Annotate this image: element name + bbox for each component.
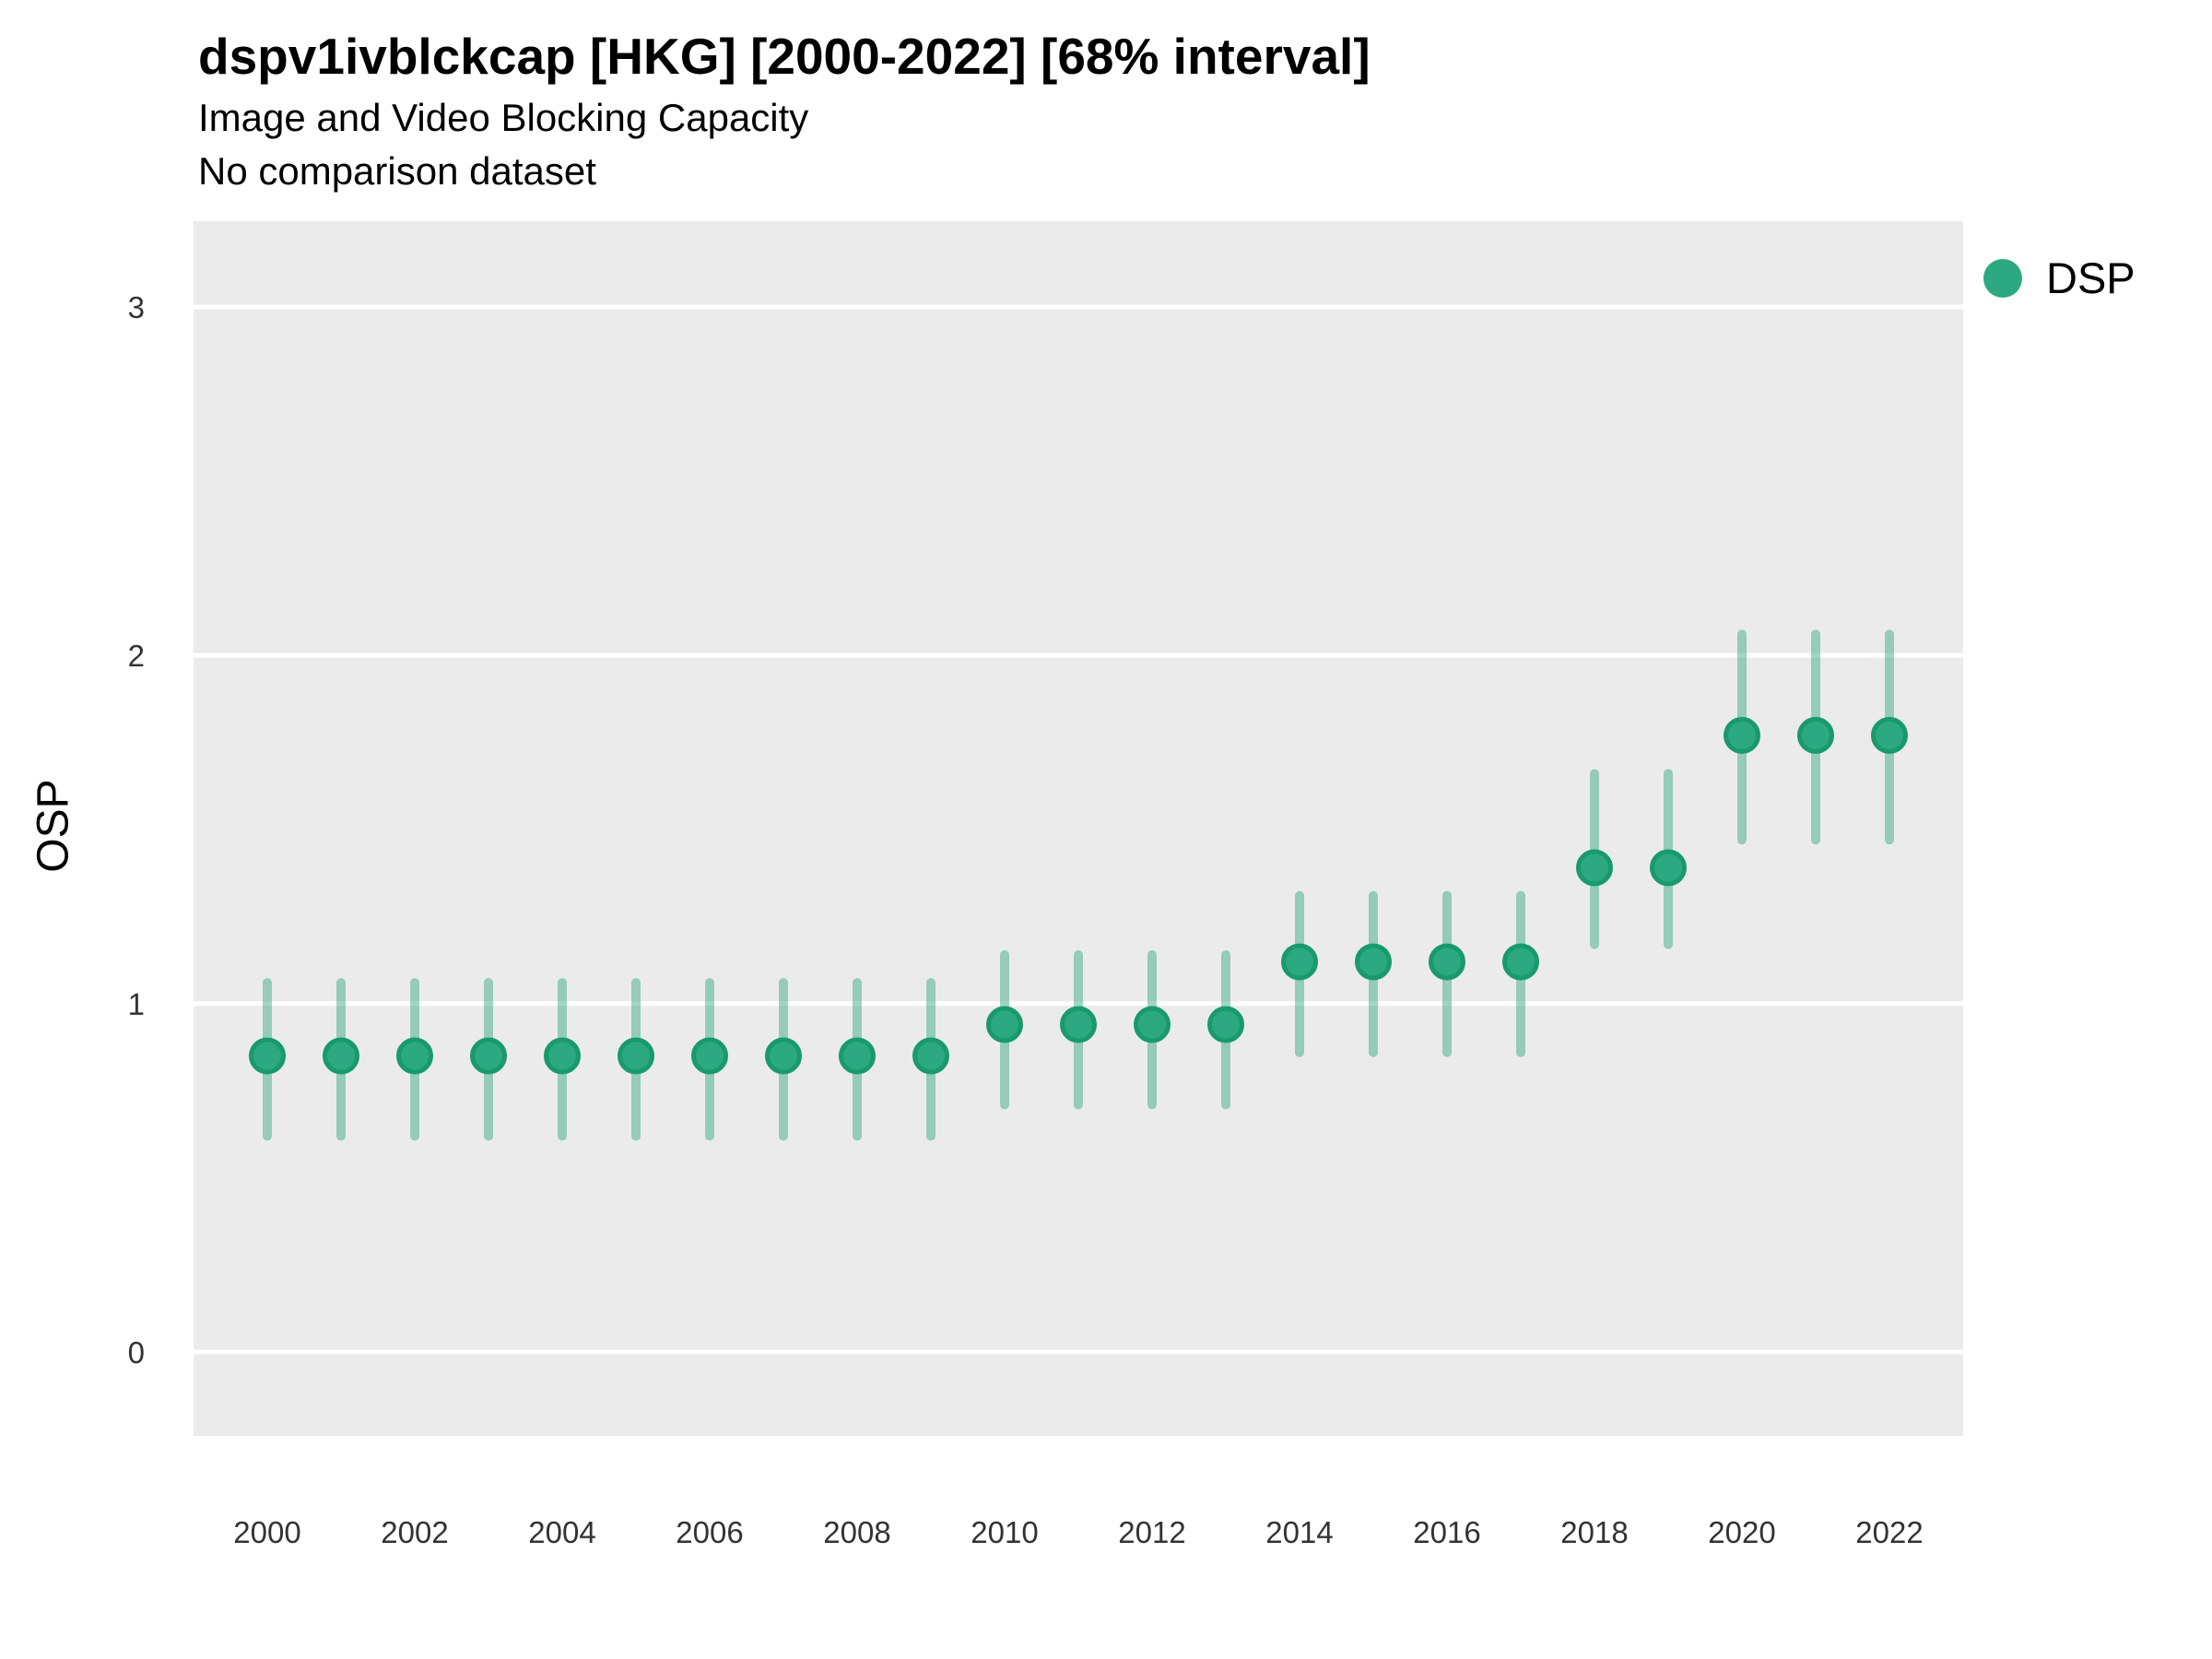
pointrange-2010[interactable] — [986, 950, 1023, 1110]
x-tick-label: 2004 — [528, 1515, 595, 1549]
chart-note: No comparison dataset — [198, 149, 596, 194]
x-tick-label: 2016 — [1413, 1515, 1480, 1549]
legend-item-dsp[interactable]: DSP — [1983, 253, 2136, 303]
y-tick-label: 3 — [128, 290, 145, 324]
pointrange-2012[interactable] — [1134, 950, 1171, 1110]
legend-point-icon — [1983, 258, 2022, 298]
pointrange-2018[interactable] — [1576, 769, 1613, 949]
x-tick-label: 2006 — [676, 1515, 743, 1549]
pointrange-2002[interactable] — [396, 978, 433, 1141]
data-point[interactable] — [618, 1037, 654, 1075]
data-point[interactable] — [765, 1037, 802, 1075]
x-tick-label: 2010 — [971, 1515, 1038, 1549]
data-point[interactable] — [1650, 849, 1687, 887]
data-point[interactable] — [1429, 943, 1465, 981]
x-tick-label: 2002 — [381, 1515, 448, 1549]
x-tick-label: 2014 — [1265, 1515, 1333, 1549]
y-tick-label: 0 — [128, 1335, 145, 1370]
x-tick-label: 2018 — [1560, 1515, 1628, 1549]
y-tick-label: 1 — [128, 987, 145, 1021]
data-point[interactable] — [470, 1037, 507, 1075]
chart-panel — [194, 221, 1963, 1436]
data-point[interactable] — [912, 1037, 949, 1075]
data-point[interactable] — [1355, 943, 1392, 981]
data-point[interactable] — [691, 1037, 728, 1075]
data-point[interactable] — [1060, 1006, 1097, 1043]
data-point[interactable] — [1207, 1006, 1244, 1043]
chart-header: dspv1ivblckcap [HKG] [2000-2022] [68% in… — [198, 28, 1371, 198]
pointrange-2021[interactable] — [1797, 629, 1834, 845]
data-point[interactable] — [1797, 716, 1834, 754]
data-point[interactable] — [986, 1006, 1023, 1043]
legend: DSP — [1983, 253, 2136, 303]
pointrange-2017[interactable] — [1502, 890, 1539, 1057]
pointrange-2006[interactable] — [691, 978, 728, 1141]
pointrange-2005[interactable] — [618, 978, 654, 1141]
pointrange-2014[interactable] — [1281, 890, 1318, 1057]
pointrange-2015[interactable] — [1355, 890, 1392, 1057]
data-point[interactable] — [1576, 849, 1613, 887]
x-tick-label: 2020 — [1708, 1515, 1775, 1549]
y-tick-label: 2 — [128, 639, 145, 673]
pointrange-2020[interactable] — [1724, 629, 1760, 845]
data-point[interactable] — [1134, 1006, 1171, 1043]
pointrange-2022[interactable] — [1871, 629, 1908, 845]
pointrange-2008[interactable] — [839, 978, 876, 1141]
x-tick-label: 2008 — [823, 1515, 890, 1549]
pointrange-2013[interactable] — [1207, 950, 1244, 1110]
data-point[interactable] — [396, 1037, 433, 1075]
data-point[interactable] — [323, 1037, 359, 1075]
data-point[interactable] — [839, 1037, 876, 1075]
pointrange-2000[interactable] — [249, 978, 286, 1141]
x-tick-label: 2000 — [233, 1515, 300, 1549]
data-point[interactable] — [1502, 943, 1539, 981]
legend-item-label: DSP — [2046, 253, 2136, 302]
x-tick-label: 2022 — [1855, 1515, 1923, 1549]
data-point[interactable] — [1281, 943, 1318, 981]
data-point[interactable] — [544, 1037, 581, 1075]
pointrange-2001[interactable] — [323, 978, 359, 1141]
x-tick-label: 2012 — [1118, 1515, 1185, 1549]
data-point[interactable] — [1871, 716, 1908, 754]
pointrange-2003[interactable] — [470, 978, 507, 1141]
pointrange-2019[interactable] — [1650, 769, 1687, 949]
pointrange-2016[interactable] — [1429, 890, 1465, 1057]
page-title: dspv1ivblckcap [HKG] [2000-2022] [68% in… — [198, 28, 1371, 85]
pointrange-2007[interactable] — [765, 978, 802, 1141]
pointrange-2009[interactable] — [912, 978, 949, 1141]
data-point[interactable] — [1724, 716, 1760, 754]
pointrange-2011[interactable] — [1060, 950, 1097, 1110]
pointrange-2004[interactable] — [544, 978, 581, 1141]
data-point[interactable] — [249, 1037, 286, 1075]
chart-subtitle: Image and Video Blocking Capacity — [198, 96, 809, 140]
